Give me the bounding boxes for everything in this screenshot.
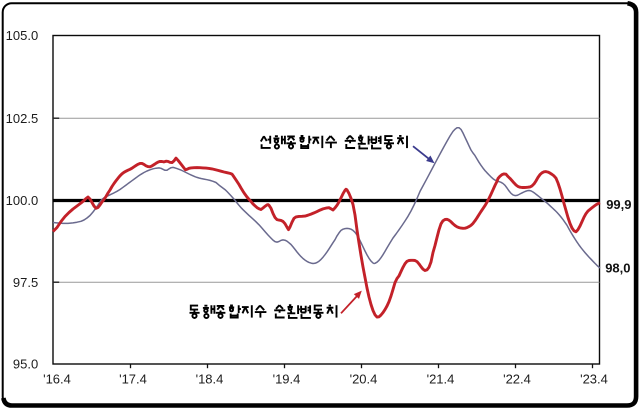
svg-text:'19.4: '19.4 <box>273 372 301 387</box>
svg-text:102.5: 102.5 <box>6 111 39 126</box>
svg-text:'23.4: '23.4 <box>580 372 608 387</box>
svg-text:97.5: 97.5 <box>13 275 38 290</box>
svg-text:100.0: 100.0 <box>6 193 39 208</box>
svg-text:'20.4: '20.4 <box>350 372 378 387</box>
svg-text:'17.4: '17.4 <box>119 372 147 387</box>
svg-text:105.0: 105.0 <box>6 28 39 43</box>
svg-text:'22.4: '22.4 <box>503 372 531 387</box>
svg-text:'21.4: '21.4 <box>427 372 455 387</box>
svg-text:'18.4: '18.4 <box>196 372 224 387</box>
svg-text:95.0: 95.0 <box>13 357 38 372</box>
svg-text:99,9: 99,9 <box>606 197 631 212</box>
svg-text:98,0: 98,0 <box>605 261 630 276</box>
svg-text:'16.4: '16.4 <box>43 372 71 387</box>
